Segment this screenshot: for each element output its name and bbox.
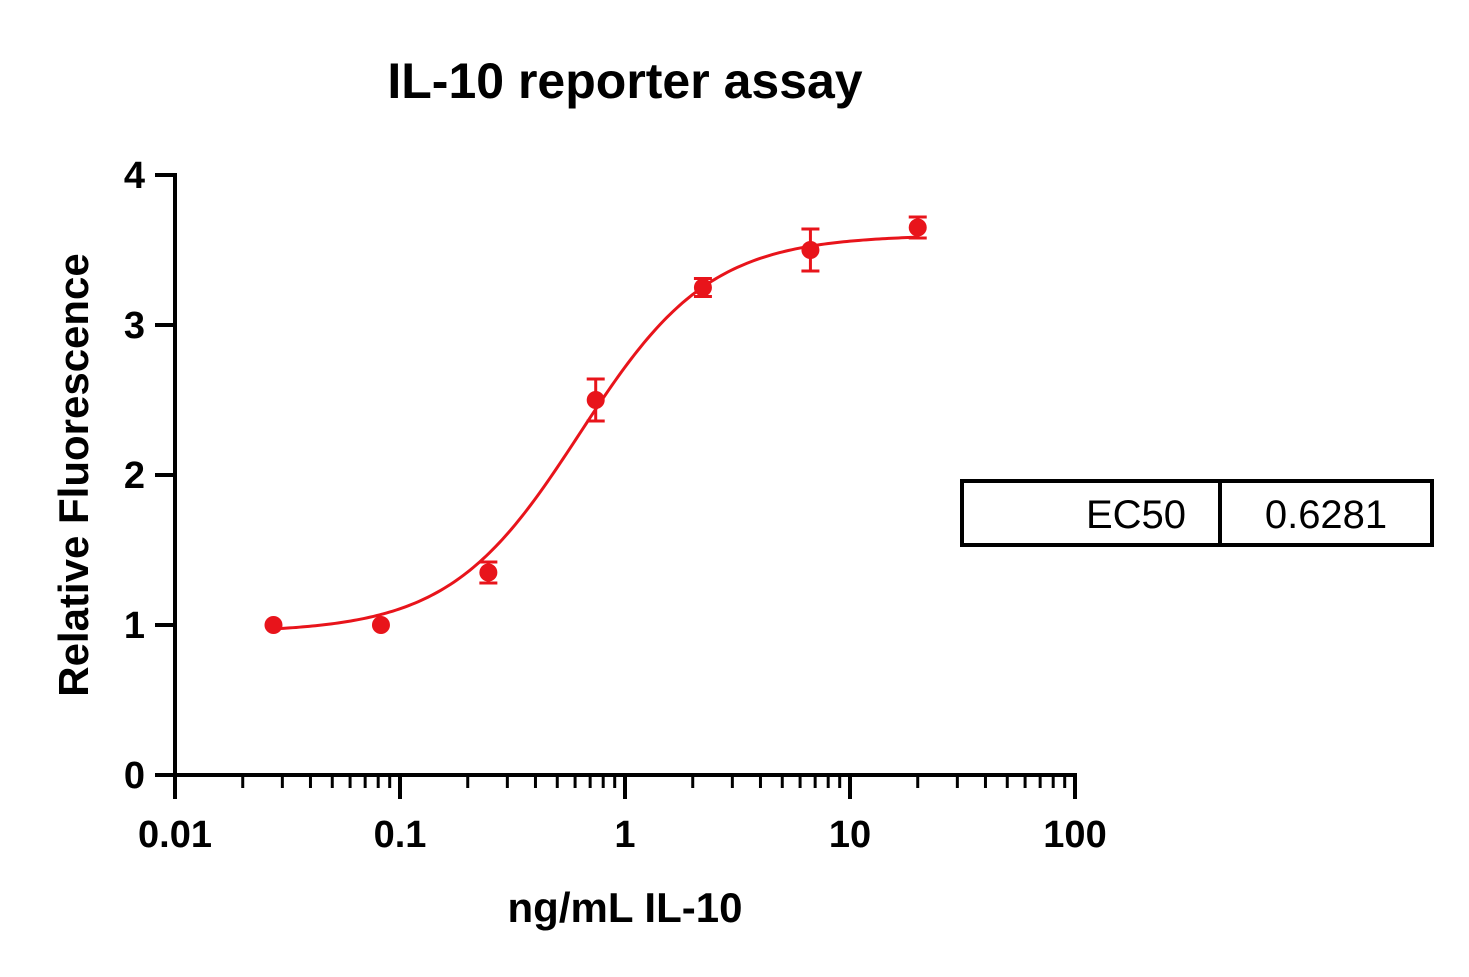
data-point <box>586 391 605 409</box>
y-tick-label: 0 <box>124 755 145 797</box>
data-points-group <box>264 215 927 634</box>
x-axis-label: ng/mL IL-10 <box>508 884 743 931</box>
x-tick-label: 0.01 <box>138 814 212 856</box>
fit-curve <box>273 235 918 631</box>
data-point <box>693 278 712 297</box>
ec50-table-border <box>960 479 1434 547</box>
x-tick-label: 1 <box>614 814 635 856</box>
chart-title: IL-10 reporter assay <box>387 53 862 109</box>
ec50-label: EC50 <box>1086 493 1186 537</box>
y-tick-label: 3 <box>124 305 145 347</box>
y-tick-label: 1 <box>124 605 145 647</box>
y-axis-label: Relative Fluorescence <box>50 253 97 697</box>
data-point <box>801 241 820 259</box>
y-tick-label: 2 <box>124 455 145 497</box>
data-point <box>908 218 927 237</box>
x-tick-label: 0.1 <box>374 814 427 856</box>
data-point <box>264 616 283 634</box>
x-tick-label: 100 <box>1043 814 1106 856</box>
x-tick-label: 10 <box>829 814 871 856</box>
y-tick-label: 4 <box>124 155 145 197</box>
ec50-table: EC50 0.6281 <box>960 479 1434 547</box>
data-point <box>479 563 498 582</box>
fit-curve-group <box>273 235 918 631</box>
data-point <box>371 616 390 634</box>
y-axis: 0 1 2 3 4 <box>124 155 177 797</box>
ec50-value: 0.6281 <box>1265 493 1387 537</box>
x-axis: 0.01 0.1 1 10 100 <box>138 773 1107 856</box>
